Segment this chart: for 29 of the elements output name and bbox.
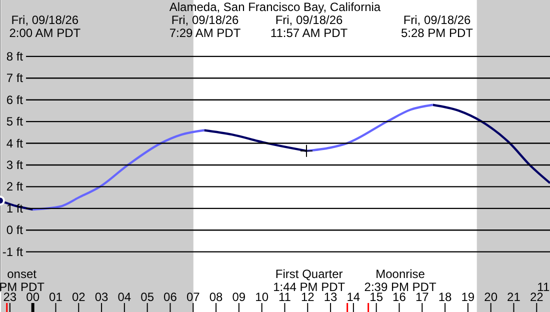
x-tick-label: 19 xyxy=(461,290,475,304)
x-tick-label: 10 xyxy=(255,290,269,304)
chart-title: Alameda, San Francisco Bay, California xyxy=(169,0,381,14)
y-tick-label: 6 ft xyxy=(6,92,24,107)
x-tick-label: 09 xyxy=(232,290,246,304)
annotation: Fri, 09/18/26 5:28 PM PDT xyxy=(400,13,474,40)
y-tick-label: -1 ft xyxy=(2,244,24,259)
annotation: Fri, 09/18/26 11:57 AM PDT xyxy=(270,13,348,40)
x-tick-label: 18 xyxy=(438,290,452,304)
x-tick-label: 06 xyxy=(164,290,178,304)
annotation: Fri, 09/18/26 7:29 AM PDT xyxy=(169,13,242,40)
y-tick-label: 0 ft xyxy=(6,223,24,238)
x-tick-label: 14 xyxy=(346,290,360,304)
y-tick-label: 2 ft xyxy=(6,180,24,194)
x-tick-label: 07 xyxy=(186,290,200,304)
y-tick-label: 8 ft xyxy=(6,49,24,64)
annotation: Fri, 09/18/26 2:00 AM PDT xyxy=(9,13,82,40)
y-tick-label: 3 ft xyxy=(6,158,24,172)
y-tick-label: 5 ft xyxy=(6,114,24,129)
x-tick-label: 08 xyxy=(209,290,224,304)
x-tick-label: 05 xyxy=(140,290,154,304)
x-tick-label: 21 xyxy=(507,290,521,304)
x-tick-label: 20 xyxy=(484,290,498,304)
x-tick-label: 01 xyxy=(49,290,63,304)
y-tick-label: 4 ft xyxy=(6,136,24,150)
x-tick-label: 02 xyxy=(72,290,86,304)
x-tick-label: 03 xyxy=(94,290,109,304)
x-tick-label: 04 xyxy=(118,290,132,304)
y-tick-label: 7 ft xyxy=(6,71,24,86)
